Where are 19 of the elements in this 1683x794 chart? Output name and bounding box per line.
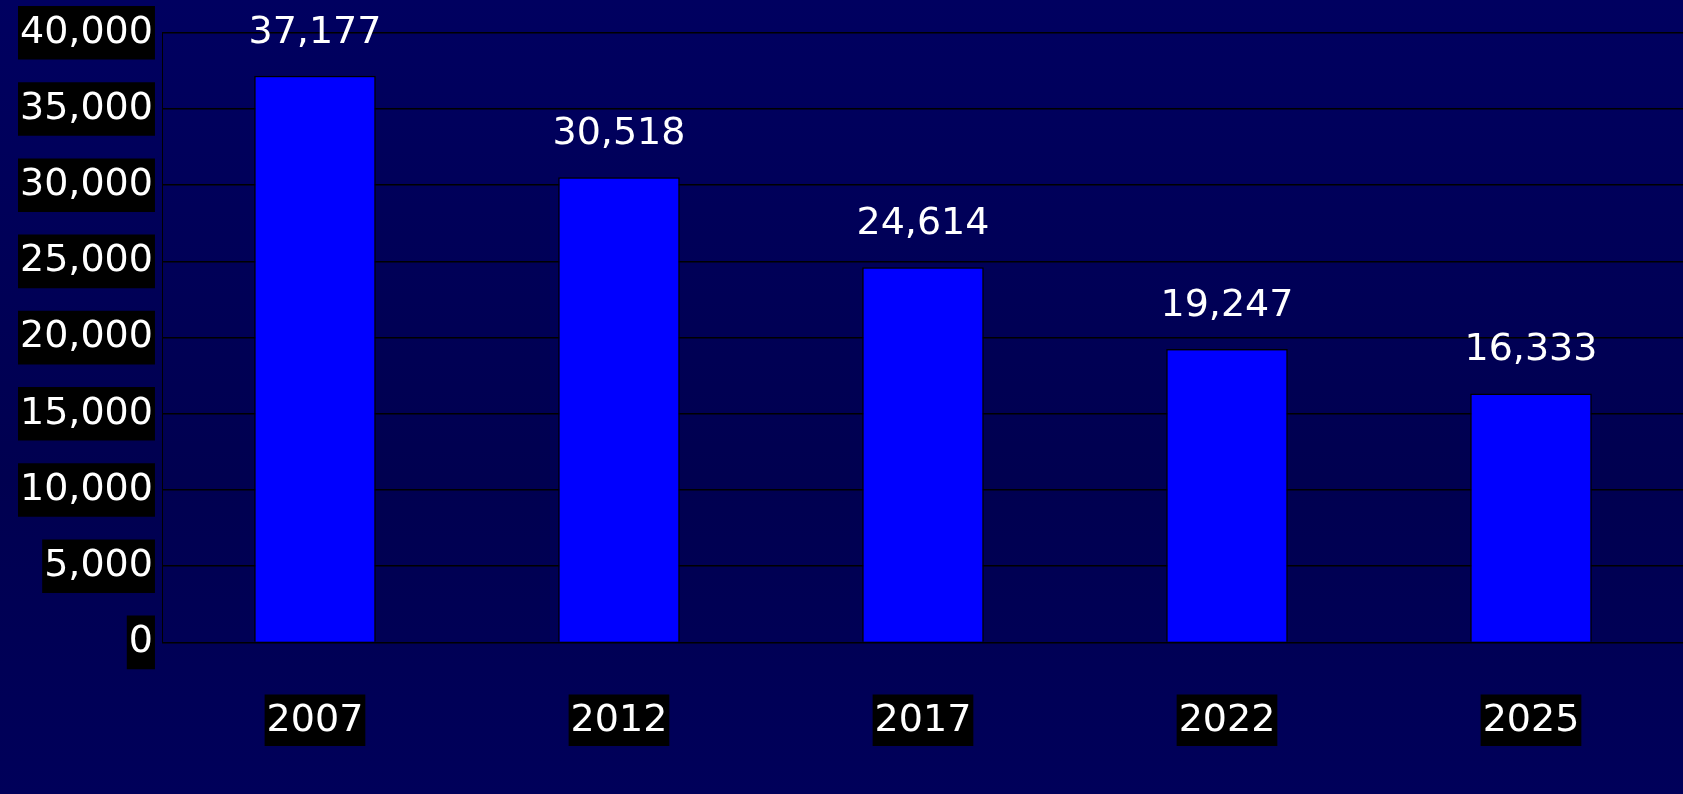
y-tick-label: 40,000 — [19, 7, 153, 52]
data-label: 30,518 — [552, 109, 686, 154]
x-tick-label: 2012 — [570, 696, 668, 741]
x-tick-label: 2025 — [1482, 696, 1580, 741]
x-tick-label: 2022 — [1178, 696, 1276, 741]
y-tick-label: 0 — [128, 617, 153, 662]
y-tick-label: 35,000 — [19, 83, 153, 128]
y-tick-label: 25,000 — [19, 236, 153, 281]
data-label: 19,247 — [1160, 280, 1294, 325]
data-label: 16,333 — [1464, 325, 1598, 370]
data-label: 24,614 — [856, 199, 990, 244]
y-tick-label: 30,000 — [19, 160, 153, 205]
y-tick-label: 20,000 — [19, 312, 153, 357]
y-tick-label: 5,000 — [44, 541, 153, 586]
x-tick-label: 2007 — [266, 696, 364, 741]
x-tick-label: 2017 — [874, 696, 972, 741]
y-tick-label: 10,000 — [19, 464, 153, 509]
data-label: 37,177 — [248, 7, 382, 52]
y-tick-label: 15,000 — [19, 388, 153, 433]
